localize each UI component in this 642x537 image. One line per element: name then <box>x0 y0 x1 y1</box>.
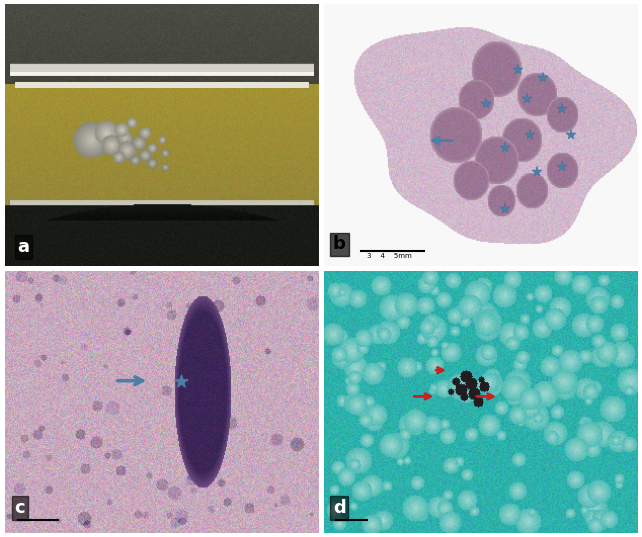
Text: d: d <box>333 499 345 517</box>
Text: 3    4    5mm: 3 4 5mm <box>367 253 412 259</box>
Text: b: b <box>333 235 346 253</box>
Text: a: a <box>18 238 30 256</box>
Text: c: c <box>15 499 25 517</box>
